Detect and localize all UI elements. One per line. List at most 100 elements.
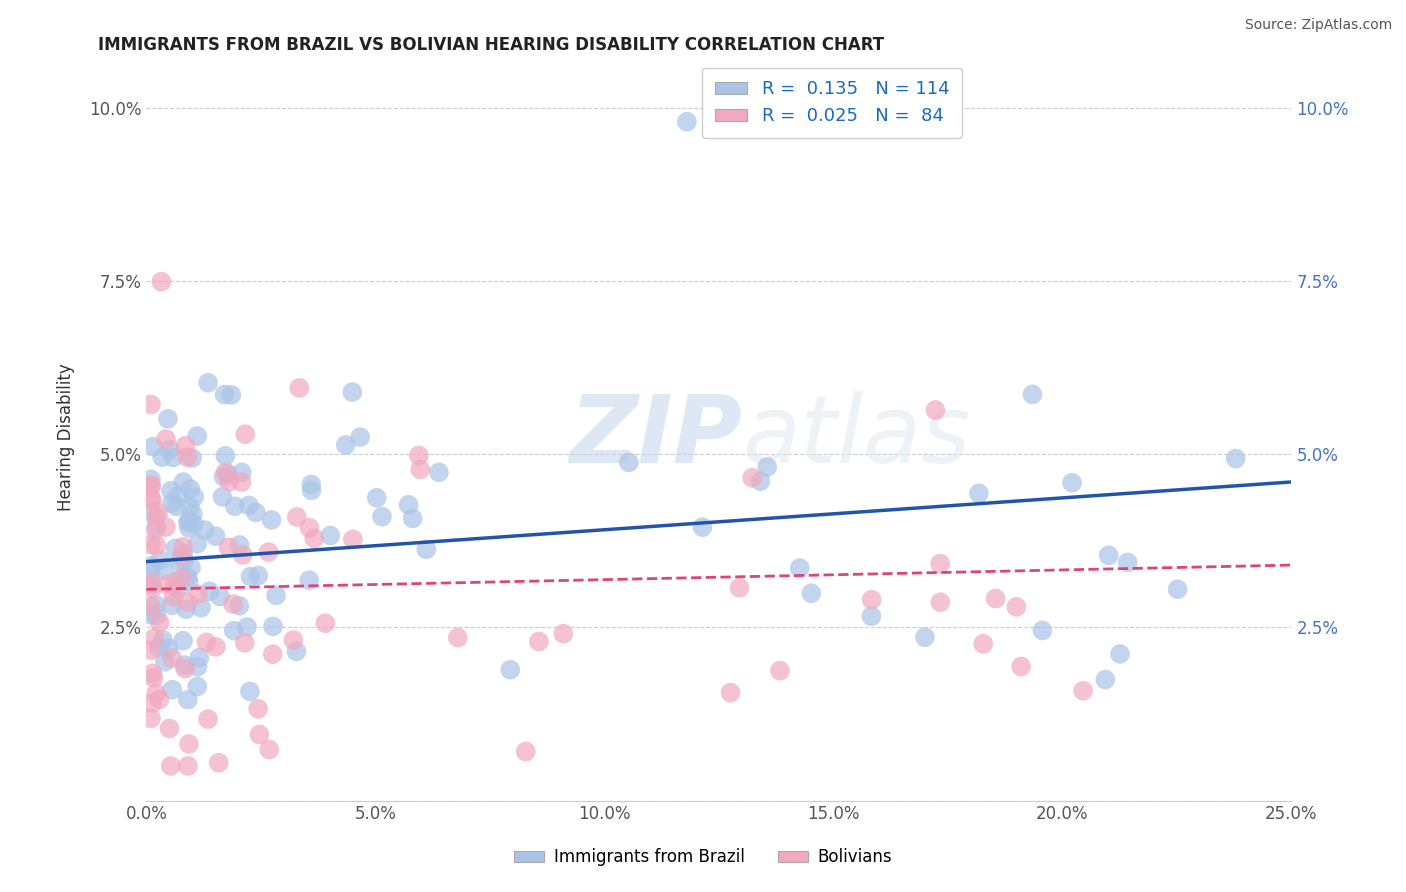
Point bbox=[720, 685, 742, 699]
Point bbox=[177, 574, 200, 589]
Point bbox=[288, 381, 311, 395]
Point bbox=[366, 491, 388, 505]
Point bbox=[553, 626, 575, 640]
Point bbox=[183, 517, 205, 532]
Point bbox=[141, 558, 163, 573]
Point bbox=[371, 509, 394, 524]
Point bbox=[172, 547, 194, 561]
Point bbox=[402, 511, 425, 525]
Point bbox=[212, 469, 235, 483]
Point bbox=[800, 586, 823, 600]
Text: IMMIGRANTS FROM BRAZIL VS BOLIVIAN HEARING DISABILITY CORRELATION CHART: IMMIGRANTS FROM BRAZIL VS BOLIVIAN HEARI… bbox=[98, 36, 884, 54]
Point bbox=[172, 540, 194, 554]
Point bbox=[139, 472, 162, 486]
Point bbox=[181, 451, 204, 466]
Point bbox=[170, 549, 193, 563]
Point bbox=[172, 633, 194, 648]
Text: Source: ZipAtlas.com: Source: ZipAtlas.com bbox=[1244, 18, 1392, 32]
Point bbox=[221, 388, 243, 402]
Point bbox=[427, 466, 450, 480]
Point bbox=[769, 664, 792, 678]
Point bbox=[749, 474, 772, 488]
Point bbox=[231, 475, 253, 489]
Point bbox=[232, 548, 254, 562]
Point bbox=[335, 438, 357, 452]
Point bbox=[173, 658, 195, 673]
Point bbox=[236, 620, 259, 634]
Point bbox=[139, 711, 162, 725]
Point bbox=[139, 607, 162, 622]
Point bbox=[145, 519, 167, 533]
Point bbox=[179, 500, 201, 515]
Point bbox=[408, 449, 430, 463]
Point bbox=[148, 506, 170, 520]
Point bbox=[301, 483, 323, 498]
Point bbox=[176, 570, 198, 584]
Point bbox=[198, 584, 221, 599]
Point bbox=[245, 505, 267, 519]
Point bbox=[398, 498, 420, 512]
Point bbox=[152, 632, 174, 647]
Point bbox=[139, 643, 162, 657]
Point bbox=[148, 692, 170, 706]
Point bbox=[197, 712, 219, 726]
Point bbox=[285, 644, 308, 658]
Point bbox=[1109, 647, 1132, 661]
Point bbox=[177, 692, 200, 706]
Point bbox=[283, 633, 305, 648]
Point bbox=[1094, 673, 1116, 687]
Point bbox=[1098, 548, 1121, 562]
Legend: R =  0.135   N = 114, R =  0.025   N =  84: R = 0.135 N = 114, R = 0.025 N = 84 bbox=[702, 68, 962, 138]
Point bbox=[285, 510, 308, 524]
Point bbox=[166, 574, 188, 588]
Point bbox=[173, 554, 195, 568]
Point bbox=[183, 490, 205, 504]
Point bbox=[1071, 683, 1094, 698]
Point bbox=[155, 520, 177, 534]
Point bbox=[860, 592, 883, 607]
Point bbox=[447, 631, 470, 645]
Point bbox=[342, 533, 364, 547]
Point bbox=[141, 666, 163, 681]
Point bbox=[1010, 659, 1032, 673]
Point bbox=[155, 432, 177, 446]
Point bbox=[165, 500, 187, 514]
Point bbox=[145, 686, 167, 700]
Point bbox=[1005, 599, 1028, 614]
Point bbox=[153, 563, 176, 577]
Point bbox=[159, 442, 181, 457]
Point bbox=[157, 641, 180, 656]
Point bbox=[257, 545, 280, 559]
Point bbox=[179, 515, 201, 529]
Point bbox=[142, 581, 165, 595]
Point bbox=[741, 471, 763, 485]
Point bbox=[186, 659, 208, 673]
Point bbox=[150, 450, 173, 465]
Point bbox=[527, 634, 550, 648]
Point bbox=[139, 566, 162, 580]
Point bbox=[186, 680, 208, 694]
Point bbox=[186, 537, 208, 551]
Point bbox=[145, 608, 167, 623]
Point bbox=[409, 462, 432, 476]
Point bbox=[218, 475, 240, 489]
Point bbox=[163, 579, 186, 593]
Point bbox=[247, 727, 270, 741]
Point bbox=[160, 483, 183, 498]
Point bbox=[149, 553, 172, 567]
Point bbox=[929, 557, 952, 571]
Point bbox=[217, 467, 239, 482]
Point bbox=[139, 505, 162, 519]
Point bbox=[153, 655, 176, 669]
Point bbox=[139, 480, 162, 494]
Point bbox=[1021, 387, 1043, 401]
Point bbox=[692, 520, 714, 534]
Point bbox=[239, 684, 262, 698]
Point bbox=[789, 561, 811, 575]
Point bbox=[176, 450, 198, 465]
Point bbox=[967, 486, 990, 500]
Point bbox=[617, 455, 640, 469]
Point bbox=[177, 759, 200, 773]
Point bbox=[208, 756, 231, 770]
Point bbox=[141, 578, 163, 592]
